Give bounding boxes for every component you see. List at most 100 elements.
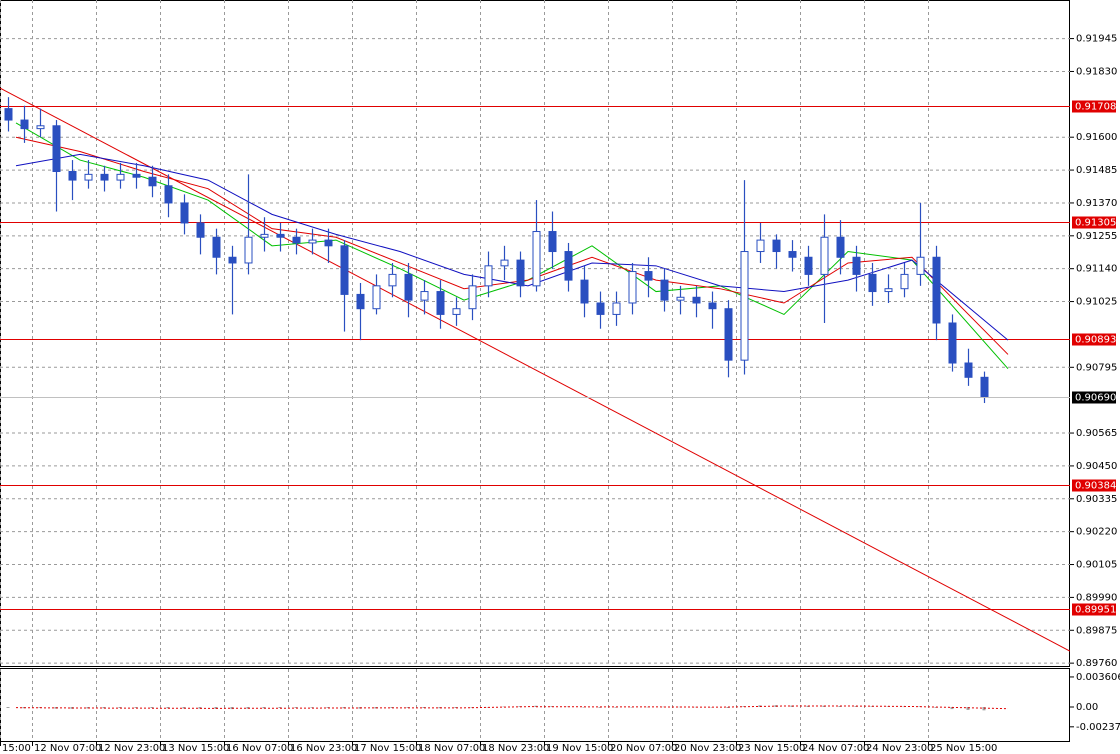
x-tick-label: 18 Nov 07:00 [418,743,485,754]
oscillator-plot [0,669,1009,741]
candle-body [692,296,701,304]
candle-body [884,288,893,293]
level-label: 0.90893 [1075,335,1116,346]
x-tick-label: 16 Nov 23:00 [290,743,357,754]
level-label: 0.89951 [1075,605,1116,616]
y-tick-label: 0.90795 [1076,362,1117,373]
moving-average [15,136,1009,355]
candle-body [84,173,93,181]
y-tick-label: 0.90335 [1076,494,1117,505]
y-tick-label: 0.91600 [1076,132,1117,143]
candle-body [324,239,333,247]
candle-body [308,239,317,244]
candle-body [68,171,77,181]
candle-body [452,308,461,315]
candle-body [292,236,301,244]
candle-body [708,302,717,310]
candle-body [724,308,733,361]
osc-bar [118,707,122,708]
osc-bar [166,707,170,709]
x-tick-label: 16 Nov 07:00 [226,743,293,754]
osc-bar [310,707,314,708]
candle-body [180,202,189,224]
y-tick-label: 0.89760 [1076,658,1117,669]
osc-bar [966,707,970,710]
candle-body [756,239,765,253]
candle-body [484,265,493,287]
osc-bar [598,707,602,708]
candle-body [612,302,621,315]
candle-body [532,231,541,287]
candle-body [260,233,269,238]
x-tick-label: 19 Nov 15:00 [546,743,613,754]
osc-tick-label: -0.002378 [1076,722,1120,733]
level-label: 0.91708 [1075,102,1116,113]
x-tick-label: 24 Nov 23:00 [866,743,933,754]
candle-body [164,185,173,204]
candle-body [980,376,989,398]
osc-bar [262,707,266,709]
x-tick-label: 20 Nov 23:00 [674,743,741,754]
y-tick-label: 0.91945 [1076,34,1117,45]
x-tick-label: 12 Nov 07:00 [34,743,101,754]
osc-signal [15,705,1009,710]
level-label-box [1072,216,1116,229]
candle-body [500,259,509,267]
level-label-box [1072,479,1116,492]
candle-body [580,279,589,304]
candle-body [932,256,941,324]
candle-body [468,285,477,310]
candle-body [676,296,685,301]
x-tick-label: 13 Nov 15:00 [162,743,229,754]
candle-body [916,256,925,275]
candle-body [388,273,397,287]
osc-bar [950,707,954,710]
x-tick-label: 24 Nov 07:00 [802,743,869,754]
candle-body [276,233,285,238]
osc-bar [326,707,330,708]
level-label-box [1072,603,1116,616]
candle-body [212,236,221,258]
x-tick-label: 17 Nov 15:00 [354,743,421,754]
candle-body [228,256,237,264]
osc-bar [22,707,26,709]
candle-body [4,108,13,121]
moving-average [15,153,1009,341]
y-tick-label: 0.91025 [1076,297,1117,308]
y-tick-label: 0.91140 [1076,264,1117,275]
candle-body [36,125,45,130]
candle-body [420,291,429,301]
y-tick-label: 0.90105 [1076,560,1117,571]
candle-body [772,239,781,253]
osc-bar [278,707,282,708]
candle-body [740,251,749,361]
y-tick-label: 0.91485 [1076,165,1117,176]
candle-body [804,256,813,275]
trendline [0,87,1070,652]
candle-body [356,293,365,310]
candle-body [244,236,253,264]
osc-bar [150,707,154,708]
candle-body [196,222,205,238]
y-tick-label: 0.89990 [1076,592,1117,603]
candle-body [868,273,877,293]
candle-body [100,173,109,181]
current-price-box [1072,391,1116,404]
candle-body [628,271,637,304]
main-plot [0,0,1070,666]
osc-bar [102,707,106,709]
y-tick-label: 0.91255 [1076,231,1117,242]
level-label-box [1072,333,1116,346]
candle-body [788,251,797,258]
osc-bar [182,707,186,709]
x-tick-label: 15:00 [2,743,31,754]
candle-body [340,245,349,295]
level-label: 0.91305 [1075,218,1116,229]
candle-body [404,273,413,301]
candle-body [644,271,653,281]
oscillator-panel [0,668,1070,742]
x-tick-label: 25 Nov 15:00 [930,743,997,754]
level-label: 0.90384 [1075,481,1116,492]
x-tick-label: 23 Nov 15:00 [738,743,805,754]
